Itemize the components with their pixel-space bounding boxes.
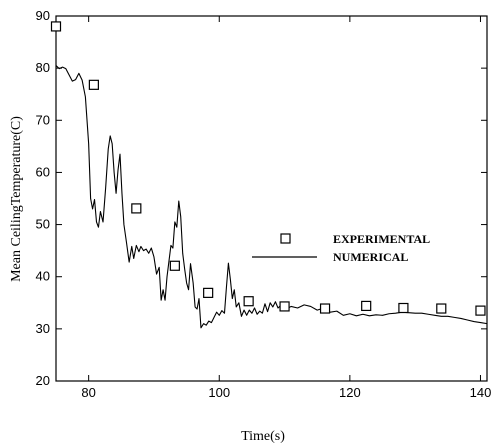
plot-frame	[55, 15, 488, 382]
experimental-point	[398, 302, 409, 314]
y-tick-label: 70	[36, 112, 50, 127]
experimental-point	[279, 301, 290, 312]
x-axis-ticks: 80 100 120 140	[81, 16, 491, 400]
legend-label-experimental: EXPERIMENTAL	[333, 232, 430, 246]
experimental-point	[203, 287, 214, 298]
experimental-point	[361, 300, 372, 312]
numerical-series	[55, 65, 488, 329]
experimental-point	[319, 303, 331, 314]
y-tick-label: 90	[36, 8, 50, 23]
numerical-line	[55, 65, 488, 329]
y-axis-title: Mean CeilingTemperature(C)	[9, 116, 24, 282]
y-axis-ticks: 20 30 40 50 60 70 80 90	[36, 8, 487, 388]
y-tick-label: 60	[36, 164, 50, 179]
x-tick-label: 140	[470, 385, 492, 400]
experimental-point	[88, 79, 99, 90]
experimental-point	[50, 21, 62, 32]
experimental-point	[169, 260, 180, 271]
experimental-point	[475, 305, 486, 316]
x-axis-title: Time(s)	[241, 429, 285, 444]
experimental-point	[243, 296, 254, 307]
x-tick-label: 80	[81, 385, 95, 400]
legend-label-numerical: NUMERICAL	[333, 250, 408, 264]
legend-marker-square	[280, 233, 291, 244]
y-tick-label: 40	[36, 269, 50, 284]
y-tick-label: 30	[36, 321, 50, 336]
experimental-point	[131, 203, 142, 214]
experimental-point	[436, 303, 447, 314]
y-tick-label: 80	[36, 60, 50, 75]
x-tick-label: 100	[208, 385, 230, 400]
experimental-series	[50, 21, 486, 316]
legend: EXPERIMENTAL NUMERICAL	[252, 232, 430, 264]
x-tick-label: 120	[339, 385, 361, 400]
y-tick-label: 50	[36, 217, 50, 232]
y-tick-label: 20	[36, 373, 50, 388]
